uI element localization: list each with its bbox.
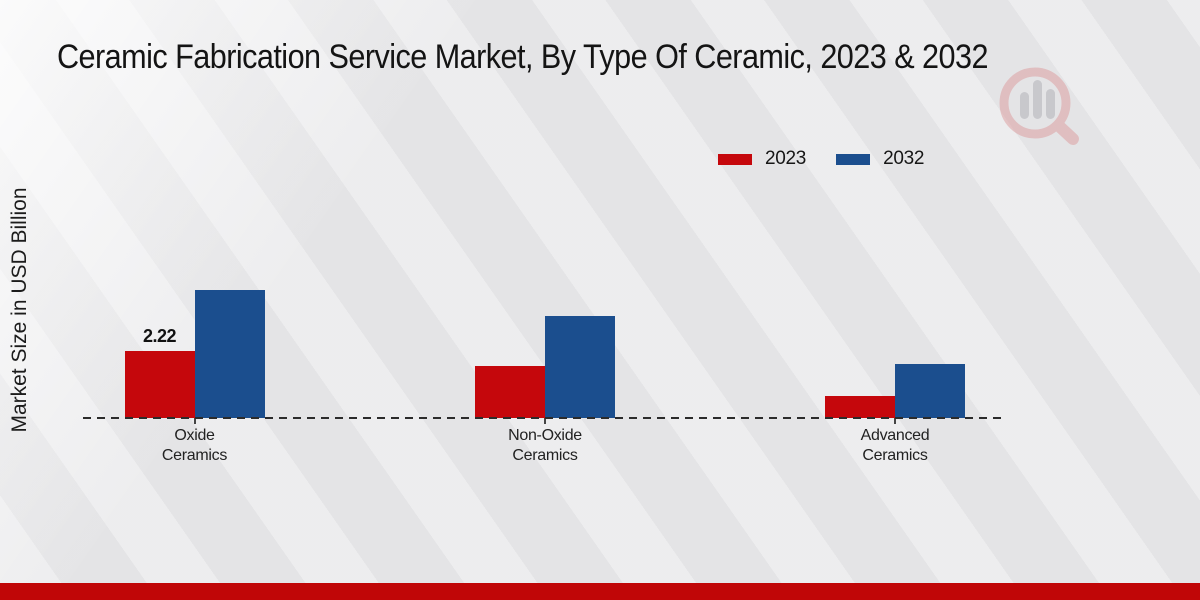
- chart-legend: 2023 2032: [718, 148, 924, 170]
- bar-2023-oxide-ceramics: [124, 351, 195, 418]
- x-axis-category-label: Non-Oxide Ceramics: [508, 427, 582, 464]
- legend-item-2032: 2032: [836, 148, 924, 170]
- bar-2032-non-oxide-ceramics: [545, 316, 615, 418]
- chart-title: Ceramic Fabrication Service Market, By T…: [57, 38, 988, 76]
- legend-label: 2023: [765, 148, 807, 169]
- legend-label: 2032: [883, 148, 925, 169]
- bar-2023-non-oxide-ceramics: [475, 366, 545, 418]
- bar-group-oxide-ceramics: 2.22 Oxide Ceramics: [124, 268, 265, 464]
- x-axis-tick: [894, 418, 896, 424]
- magnifier-bar-chart-logo-icon: [985, 58, 1085, 153]
- plot-area: 2.22 Oxide Ceramics Non-Oxide Ceramics Advanc…: [83, 268, 1006, 464]
- legend-swatch: [718, 153, 752, 165]
- x-axis-tick: [544, 418, 546, 424]
- bar-2023-advanced-ceramics: [825, 395, 895, 418]
- x-axis-baseline: [83, 417, 1006, 419]
- x-axis-category-label: Oxide Ceramics: [161, 427, 228, 464]
- bar-value-label: 2.22: [142, 326, 177, 347]
- bar-2032-advanced-ceramics: [895, 363, 965, 418]
- bar-group-advanced-ceramics: Advanced Ceramics: [825, 268, 965, 464]
- y-axis-label: Market Size in USD Billion: [8, 187, 31, 433]
- x-axis-tick: [193, 418, 196, 424]
- footer-accent-bar: [0, 583, 1200, 600]
- bar-group-non-oxide-ceramics: Non-Oxide Ceramics: [475, 268, 615, 464]
- bar-2032-oxide-ceramics: [194, 289, 265, 418]
- legend-item-2023: 2023: [718, 148, 806, 170]
- x-axis-category-label: Advanced Ceramics: [860, 427, 930, 464]
- legend-swatch: [836, 153, 871, 165]
